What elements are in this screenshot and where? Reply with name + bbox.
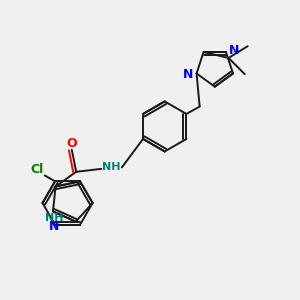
- Text: N: N: [48, 220, 59, 232]
- Text: N: N: [183, 68, 194, 81]
- Text: N: N: [229, 44, 239, 57]
- Text: O: O: [67, 137, 77, 150]
- Text: Cl: Cl: [31, 163, 44, 176]
- Text: NH: NH: [45, 213, 64, 223]
- Text: NH: NH: [102, 162, 121, 172]
